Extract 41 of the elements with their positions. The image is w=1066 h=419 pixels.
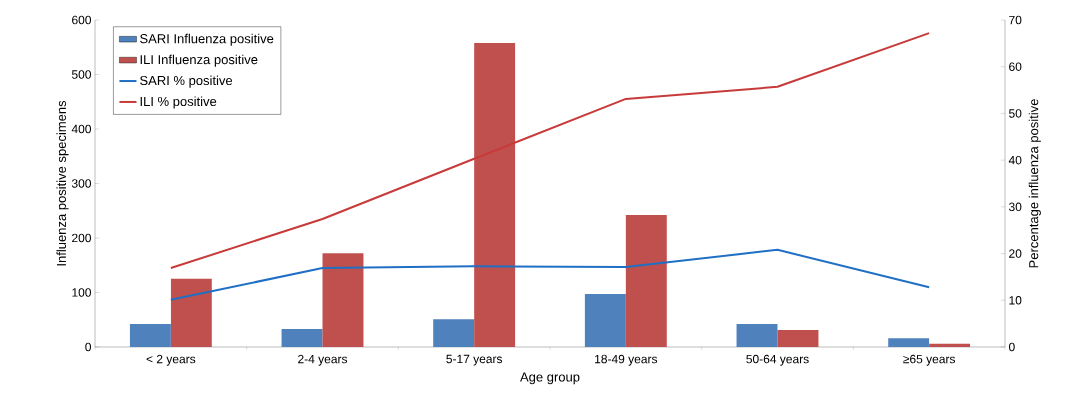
y2-tick-label: 70 — [1009, 15, 1022, 25]
y-tick-label: 300 — [71, 179, 92, 188]
y2-tick-label: 40 — [1008, 155, 1022, 165]
x-tick-label: ≥65 years — [903, 354, 956, 366]
bar — [322, 253, 364, 347]
x-tick-label: 18-49 years — [595, 354, 658, 366]
x-tick-label: 50-64 years — [746, 354, 809, 366]
y2-axis-title: Percentage influenza positive — [1028, 99, 1041, 268]
x-axis-title: Age group — [520, 372, 580, 385]
y-axis-title: Influenza positive specimens — [56, 100, 69, 266]
y-tick-label: 600 — [72, 15, 92, 25]
y2-tick-label: 20 — [1009, 249, 1022, 258]
bar — [929, 343, 971, 347]
y2-tick-label: 0 — [1009, 342, 1015, 352]
bar — [625, 215, 667, 347]
y2-tick-label: 30 — [1008, 202, 1022, 212]
y2-tick-label: 50 — [1009, 109, 1022, 118]
y-tick-label: 200 — [72, 233, 92, 243]
x-tick-label: 5-17 years — [446, 354, 503, 366]
x-tick-label: < 2 years — [146, 354, 196, 366]
bar — [433, 319, 475, 347]
legend-label: SARI % positive — [140, 75, 233, 88]
line-series — [169, 248, 931, 301]
bar — [170, 278, 212, 347]
bar — [474, 42, 516, 347]
y-tick-label: 0 — [85, 342, 92, 352]
legend-label: ILI Influenza positive — [140, 54, 258, 67]
legend-label: SARI Influenza positive — [140, 33, 274, 46]
bar — [888, 338, 930, 347]
bar — [129, 324, 171, 347]
y-tick-label: 100 — [72, 288, 92, 297]
bar — [584, 294, 626, 347]
bar — [281, 329, 323, 347]
y-tick-label: 400 — [71, 124, 92, 134]
bar — [736, 324, 778, 347]
y-tick-label: 500 — [71, 70, 92, 79]
y2-tick-label: 10 — [1009, 296, 1022, 305]
bar — [777, 330, 819, 347]
x-tick-label: 2-4 years — [298, 354, 348, 366]
legend-label: ILI % positive — [140, 96, 217, 109]
y2-tick-label: 60 — [1009, 62, 1022, 71]
